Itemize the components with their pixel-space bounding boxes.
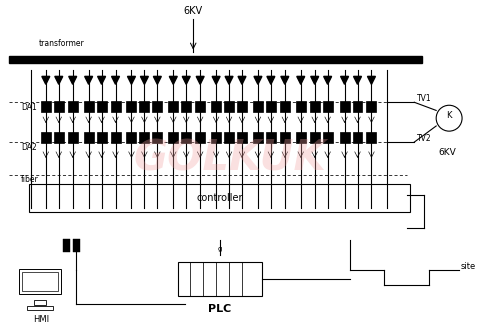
Bar — [253, 132, 263, 143]
Polygon shape — [169, 76, 177, 84]
Bar — [366, 101, 377, 112]
Bar — [139, 101, 150, 112]
Text: site: site — [461, 262, 476, 271]
Polygon shape — [267, 76, 275, 84]
Text: fiber: fiber — [21, 175, 39, 184]
Bar — [340, 101, 349, 112]
Text: DA2: DA2 — [21, 143, 37, 152]
Bar — [54, 101, 64, 112]
Bar — [178, 262, 262, 296]
Polygon shape — [238, 76, 246, 84]
Bar — [97, 132, 106, 143]
Polygon shape — [281, 76, 289, 84]
Text: 6KV: 6KV — [183, 6, 203, 16]
Text: TV2: TV2 — [417, 134, 432, 143]
Bar — [181, 101, 191, 112]
Text: controller: controller — [197, 193, 243, 203]
Text: GOLKUK: GOLKUK — [134, 137, 326, 179]
Bar — [181, 132, 191, 143]
Text: PLC: PLC — [209, 304, 232, 314]
Bar — [366, 132, 377, 143]
Polygon shape — [311, 76, 318, 84]
Polygon shape — [324, 76, 332, 84]
Polygon shape — [353, 76, 362, 84]
Text: TV1: TV1 — [417, 94, 432, 103]
Bar — [237, 132, 247, 143]
Bar — [352, 132, 363, 143]
Bar — [253, 101, 263, 112]
Polygon shape — [367, 76, 376, 84]
Bar — [296, 132, 306, 143]
Polygon shape — [254, 76, 262, 84]
Bar — [29, 184, 410, 212]
Polygon shape — [69, 76, 76, 84]
Polygon shape — [297, 76, 305, 84]
Bar — [41, 101, 51, 112]
Bar — [9, 57, 422, 63]
Polygon shape — [341, 76, 348, 84]
Text: DA1: DA1 — [21, 103, 37, 112]
Bar — [54, 132, 64, 143]
Bar — [152, 101, 162, 112]
Bar — [224, 132, 234, 143]
Bar — [224, 101, 234, 112]
Bar — [323, 132, 333, 143]
Bar — [152, 132, 162, 143]
Bar — [84, 101, 93, 112]
Bar — [68, 101, 78, 112]
Bar — [352, 101, 363, 112]
Bar — [126, 132, 136, 143]
Polygon shape — [196, 76, 204, 84]
Bar — [340, 132, 349, 143]
Bar — [73, 239, 80, 252]
Bar — [126, 101, 136, 112]
Bar — [280, 101, 290, 112]
Bar — [84, 132, 93, 143]
Polygon shape — [127, 76, 136, 84]
Bar — [211, 132, 221, 143]
Bar — [139, 132, 150, 143]
Bar — [195, 132, 205, 143]
Bar — [168, 101, 178, 112]
Bar — [97, 101, 106, 112]
Polygon shape — [85, 76, 92, 84]
Bar — [68, 132, 78, 143]
Bar — [266, 101, 276, 112]
Bar — [168, 132, 178, 143]
Bar — [63, 239, 70, 252]
Polygon shape — [182, 76, 190, 84]
Bar — [41, 132, 51, 143]
Bar — [280, 132, 290, 143]
Bar — [22, 271, 58, 291]
Polygon shape — [225, 76, 233, 84]
Bar — [19, 269, 61, 294]
Bar — [34, 300, 46, 305]
Bar — [211, 101, 221, 112]
Polygon shape — [55, 76, 63, 84]
Bar — [323, 101, 333, 112]
Polygon shape — [98, 76, 106, 84]
Text: transformer: transformer — [39, 39, 85, 48]
Bar — [110, 101, 121, 112]
Bar — [296, 101, 306, 112]
Polygon shape — [42, 76, 50, 84]
Bar — [237, 101, 247, 112]
Bar — [27, 306, 53, 310]
Text: K: K — [446, 111, 452, 120]
Text: g: g — [218, 246, 222, 252]
Bar — [310, 132, 319, 143]
Bar — [110, 132, 121, 143]
Bar — [266, 132, 276, 143]
Polygon shape — [153, 76, 161, 84]
Polygon shape — [111, 76, 120, 84]
Polygon shape — [140, 76, 149, 84]
Bar — [310, 101, 319, 112]
Polygon shape — [212, 76, 220, 84]
Bar — [195, 101, 205, 112]
Text: HMI: HMI — [33, 315, 49, 324]
Text: 6KV: 6KV — [439, 148, 456, 157]
